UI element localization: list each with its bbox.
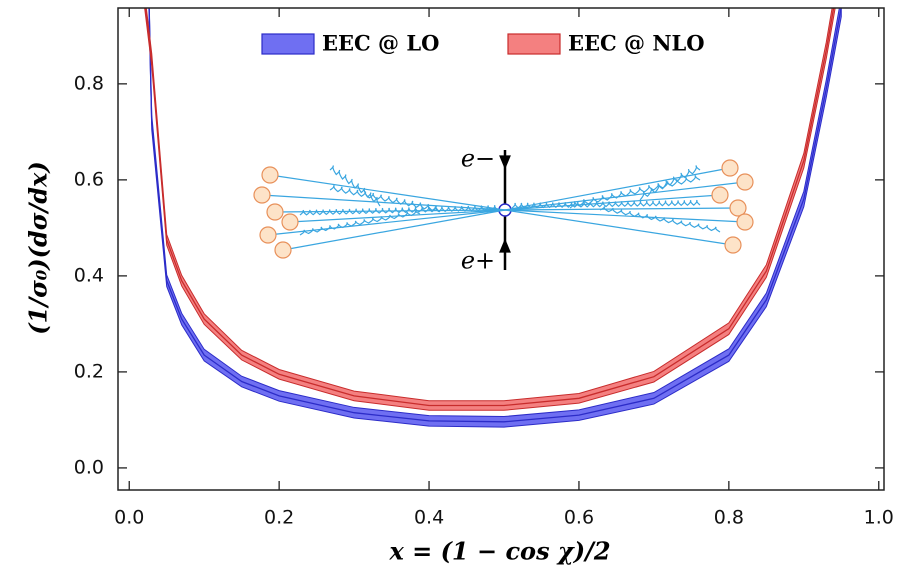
quark [504,209,734,246]
hadron [729,199,747,217]
x-tick-label: 0.2 [264,507,294,529]
y-tick-label: 0.0 [74,456,104,478]
gluon [329,185,441,213]
x-tick-label: 0.4 [414,507,444,529]
x-tick-label: 0.6 [564,507,594,529]
annotation: e− [461,145,495,173]
x-tick-label: 1.0 [864,507,894,529]
center-line [144,8,835,407]
gluon [511,199,701,209]
quark [504,209,746,223]
hadron [721,159,739,177]
gluon [599,206,721,233]
hadron [281,213,299,231]
legend-swatch [507,33,561,55]
y-tick-label: 0.6 [74,168,104,190]
quark [504,194,721,211]
hadron [266,203,284,221]
quark [289,209,506,223]
gluon [639,165,701,201]
band-area [148,8,842,428]
hadron [724,236,742,254]
y-tick-label: 0.8 [74,72,104,94]
y-tick-label: 0.4 [74,264,104,286]
quark [504,181,746,211]
quark [269,174,506,211]
quark [261,194,506,211]
quark [504,207,739,211]
center-line [148,8,842,423]
x-tick-label: 0.8 [714,507,744,529]
hadron [253,186,271,204]
hadron [274,241,292,259]
hadron [261,166,279,184]
quark [504,167,731,211]
plot-frame [117,7,885,491]
legend-swatch [261,33,315,55]
y-tick-label: 0.2 [74,360,104,382]
x-tick-label: 0.0 [114,507,144,529]
band-area [144,8,836,411]
beam-arrows [499,155,511,253]
hadron [711,186,729,204]
hadron [736,173,754,191]
x-axis-label: x = (1 − cos χ)/2 [388,537,610,566]
hadron [259,226,277,244]
legend-label: EEC @ LO [322,31,439,56]
hadron [736,213,754,231]
illustration [253,150,754,270]
quark [274,209,506,213]
quark [267,209,506,236]
y-axis-label: (1/σ₀)(dσ/dx) [24,161,53,334]
legend-label: EEC @ NLO [568,31,705,56]
bands [144,8,842,428]
quark [282,209,506,251]
gluon [299,210,421,236]
annotation: e+ [461,247,495,275]
